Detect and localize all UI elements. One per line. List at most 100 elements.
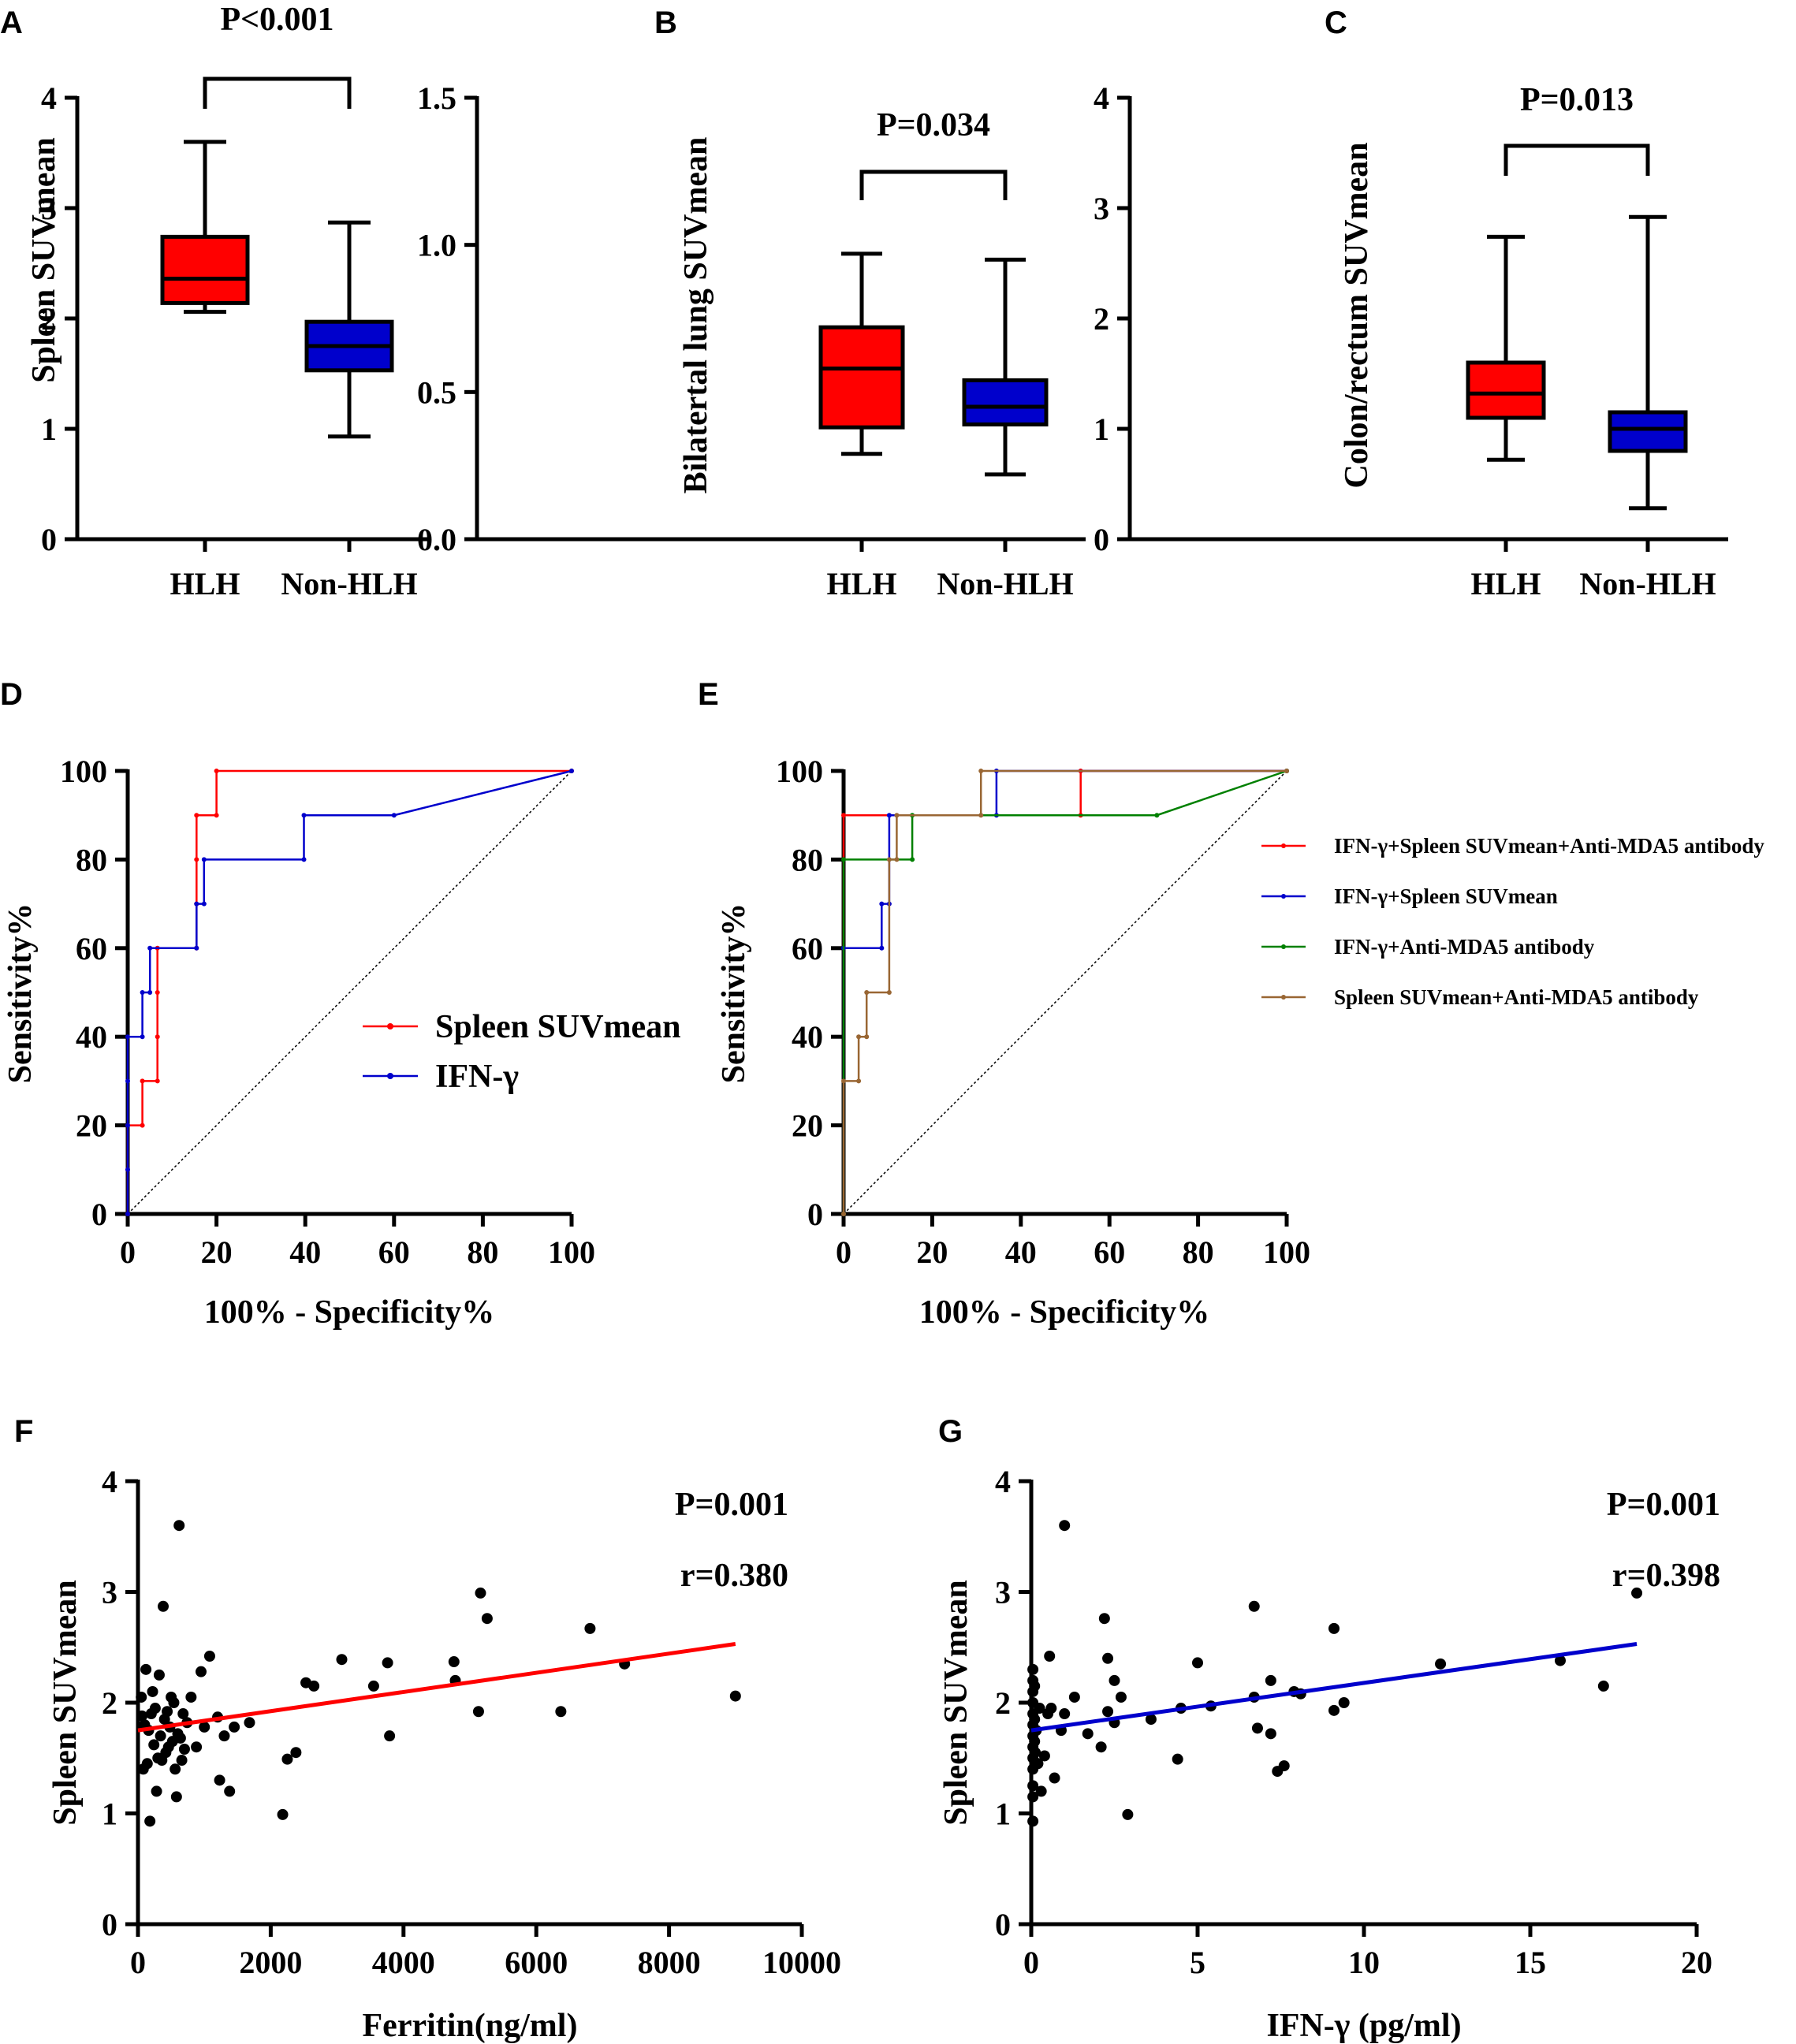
y-tick-label: 3 — [1094, 191, 1109, 226]
data-point — [1098, 1613, 1110, 1625]
data-point — [157, 1600, 169, 1612]
roc-point — [194, 857, 199, 862]
panel-d-roc-curve: D 0 20 40 60 80 100 0 20 40 60 80 100 Sensitivity% 100… — [0, 677, 681, 1331]
y-tick-label: 1 — [41, 411, 57, 447]
y-tick-label: 2 — [1094, 301, 1109, 337]
roc-point — [894, 813, 900, 818]
x-tick-label: 0 — [1023, 1945, 1039, 1980]
x-tick-label: 15 — [1515, 1945, 1546, 1980]
data-point — [1115, 1691, 1127, 1703]
roc-point — [155, 990, 160, 995]
data-point — [203, 1650, 215, 1662]
y-tick-label: 0 — [102, 1907, 117, 1942]
data-point — [199, 1721, 211, 1733]
x-tick-label: HLH — [170, 566, 240, 601]
x-axis-label: 100% - Specificity% — [204, 1294, 495, 1331]
roc-point — [864, 990, 870, 995]
data-point — [1192, 1657, 1203, 1669]
data-point — [1102, 1706, 1114, 1718]
data-point — [1059, 1708, 1071, 1720]
roc-point — [125, 1212, 130, 1216]
data-point — [1278, 1760, 1290, 1772]
roc-point — [886, 813, 892, 818]
x-tick-label: 5 — [1190, 1945, 1205, 1980]
data-point — [1597, 1680, 1609, 1692]
x-tick-label: 100 — [1263, 1234, 1310, 1270]
data-point — [481, 1613, 493, 1625]
x-tick-label: 40 — [1005, 1234, 1037, 1270]
data-point — [1030, 1747, 1041, 1759]
x-tick-label: 100 — [548, 1234, 595, 1270]
y-tick-label: 0.0 — [417, 522, 456, 557]
box-non-hlh — [1608, 410, 1688, 453]
x-tick-label: Non-HLH — [281, 566, 417, 601]
x-tick-label: 20 — [1681, 1945, 1712, 1980]
x-axis-label: Ferritin(ng/ml) — [363, 2008, 578, 2044]
roc-point — [147, 990, 153, 995]
data-point — [729, 1690, 741, 1702]
roc-point — [301, 813, 307, 818]
x-tick-label: 0 — [836, 1234, 851, 1270]
y-tick-label: 4 — [995, 1464, 1011, 1499]
data-point — [162, 1706, 173, 1718]
panel-letter-g: G — [938, 1414, 963, 1449]
reference-diagonal — [127, 770, 572, 1215]
data-point — [136, 1691, 147, 1703]
regression-line — [1030, 1642, 1638, 1733]
data-point — [176, 1755, 188, 1767]
y-tick-label: 20 — [76, 1108, 107, 1144]
x-tick-label: 8000 — [638, 1945, 701, 1980]
y-tick-label: 2 — [995, 1685, 1011, 1721]
y-axis-label: Spleen SUVmean — [47, 1580, 84, 1826]
data-point — [144, 1815, 156, 1827]
roc-point — [201, 901, 207, 907]
x-axis-label: 100% - Specificity% — [919, 1294, 1210, 1331]
roc-point — [301, 857, 307, 862]
legend-marker — [387, 1023, 393, 1029]
data-point — [1035, 1785, 1047, 1797]
roc-point — [886, 990, 892, 995]
roc-point — [841, 1212, 846, 1216]
y-tick-label: 40 — [792, 1019, 823, 1055]
legend-label: IFN-γ — [435, 1059, 519, 1095]
data-point — [1554, 1655, 1566, 1666]
x-tick-label: 20 — [916, 1234, 948, 1270]
y-tick-label: 2 — [102, 1685, 117, 1721]
roc-point — [856, 1034, 862, 1040]
y-tick-label: 0 — [995, 1907, 1011, 1942]
roc-point — [391, 813, 397, 818]
x-tick-label: 4000 — [372, 1945, 435, 1980]
data-point — [367, 1680, 379, 1692]
y-tick-label: 0 — [41, 522, 57, 557]
data-point — [1265, 1728, 1276, 1740]
p-value: P=0.034 — [877, 107, 990, 143]
roc-point — [214, 813, 219, 818]
data-point — [555, 1706, 567, 1718]
legend-label: IFN-γ+Spleen SUVmean — [1334, 884, 1558, 908]
data-point — [1082, 1728, 1094, 1740]
data-point — [1049, 1772, 1060, 1784]
roc-point — [140, 1123, 145, 1128]
roc-point — [864, 1034, 870, 1040]
roc-point — [879, 901, 885, 907]
data-point — [1029, 1680, 1041, 1692]
data-point — [173, 1520, 185, 1532]
data-point — [1029, 1714, 1041, 1726]
y-tick-label: 80 — [76, 842, 107, 877]
roc-point — [879, 945, 885, 951]
legend-marker — [1281, 843, 1286, 848]
roc-point — [214, 769, 219, 773]
y-tick-label: 100 — [60, 754, 107, 789]
x-tick-label: 10000 — [762, 1945, 841, 1980]
roc-point — [841, 857, 846, 862]
roc-point — [910, 857, 915, 862]
y-tick-label: 0 — [91, 1197, 107, 1232]
p-value: P<0.001 — [220, 2, 333, 38]
legend-marker — [1281, 894, 1286, 899]
roc-point — [194, 813, 199, 818]
data-point — [277, 1808, 289, 1820]
roc-point — [155, 1034, 160, 1040]
y-tick-label: 3 — [102, 1575, 117, 1610]
y-tick-label: 4 — [1094, 80, 1109, 116]
data-point — [1328, 1622, 1340, 1634]
